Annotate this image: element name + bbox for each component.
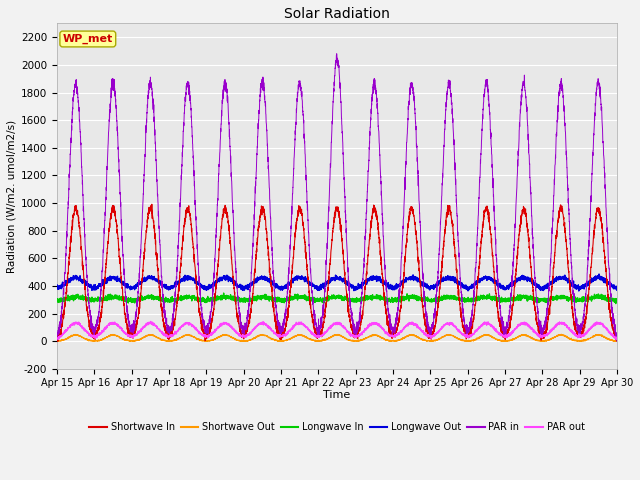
Legend: Shortwave In, Shortwave Out, Longwave In, Longwave Out, PAR in, PAR out: Shortwave In, Shortwave Out, Longwave In… [86, 419, 589, 436]
Text: WP_met: WP_met [63, 34, 113, 44]
Title: Solar Radiation: Solar Radiation [284, 7, 390, 21]
Y-axis label: Radiation (W/m2. umol/m2/s): Radiation (W/m2. umol/m2/s) [7, 120, 17, 273]
X-axis label: Time: Time [323, 390, 351, 400]
